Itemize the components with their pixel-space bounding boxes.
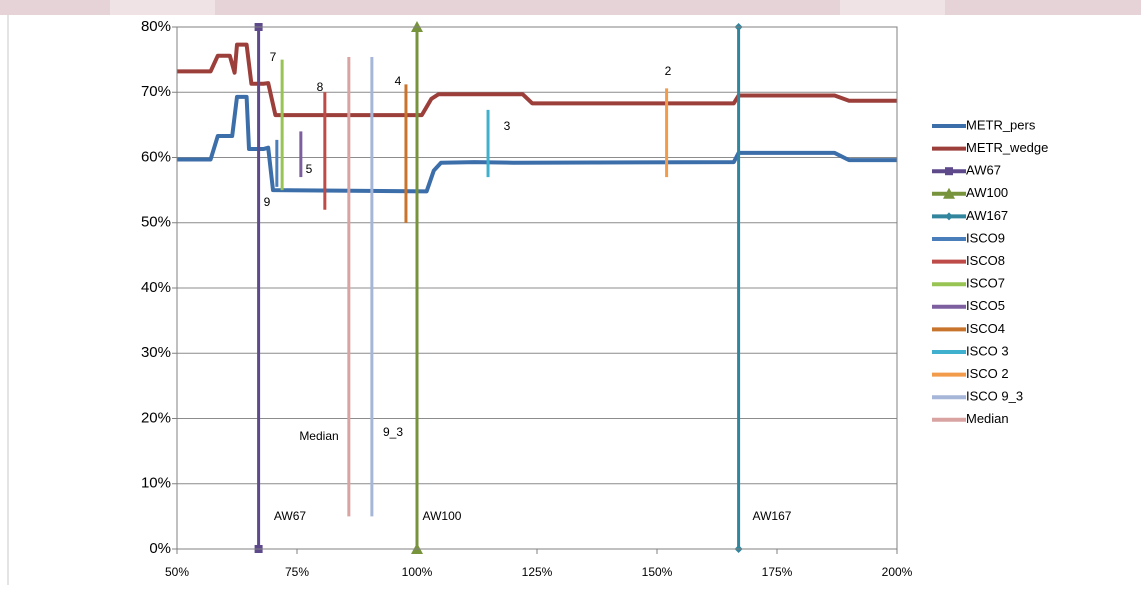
x-tick-label: 75%	[285, 565, 309, 579]
annotation: 9_3	[383, 425, 403, 439]
annotation: Median	[299, 429, 338, 443]
y-tick-label: 60%	[141, 148, 171, 165]
legend: METR_pers METR_wedge AW67 AW100 AW167 ISCO9 IS…	[932, 117, 1048, 426]
legend-label: ISCO8	[966, 253, 1005, 268]
marker	[943, 187, 955, 199]
y-tick-label: 0%	[149, 540, 171, 557]
legend-label: METR_pers	[966, 117, 1036, 132]
series-line	[177, 42, 897, 118]
y-tick-label: 40%	[141, 279, 171, 296]
y-tick-label: 20%	[141, 409, 171, 426]
y-tick-label: 30%	[141, 344, 171, 361]
legend-label: AW67	[966, 163, 1001, 178]
x-tick-label: 200%	[882, 565, 913, 579]
labels: 0% 10% 20% 30% 40% 50% 60% 70% 80% 50% 75% 100% 125%…	[141, 18, 913, 579]
annotation: 2	[665, 64, 672, 78]
legend-label: METR_wedge	[966, 140, 1048, 155]
legend-label: ISCO 2	[966, 366, 1009, 381]
marker	[945, 212, 953, 221]
annotation: 7	[270, 50, 277, 64]
legend-label: AW167	[966, 208, 1008, 223]
legend-label: Median	[966, 411, 1009, 426]
legend-label: ISCO 3	[966, 343, 1009, 358]
top-strip-tab	[840, 0, 945, 15]
x-tick-label: 125%	[522, 565, 553, 579]
annotation: 5	[306, 162, 313, 176]
x-tick-label: 50%	[165, 565, 189, 579]
annotation: 3	[504, 119, 511, 133]
series-line	[177, 94, 897, 194]
legend-label: ISCO4	[966, 321, 1005, 336]
y-tick-label: 70%	[141, 83, 171, 100]
x-tick-label: 175%	[762, 565, 793, 579]
annotation: AW167	[753, 509, 792, 523]
x-tick-label: 100%	[402, 565, 433, 579]
legend-label: AW100	[966, 185, 1008, 200]
legend-label: ISCO9	[966, 230, 1005, 245]
legend-label: ISCO 9_3	[966, 389, 1023, 404]
annotation: 4	[395, 74, 402, 88]
x-tick-label: 150%	[642, 565, 673, 579]
annotation: AW100	[423, 509, 462, 523]
legend-label: ISCO5	[966, 298, 1005, 313]
annotation: 8	[317, 80, 324, 94]
legend-label: ISCO7	[966, 276, 1005, 291]
y-tick-label: 80%	[141, 18, 171, 35]
top-strip-tab	[110, 0, 215, 15]
annotation: AW67	[274, 509, 307, 523]
plot-border	[176, 26, 898, 550]
plot-marks	[177, 21, 897, 554]
y-tick-label: 50%	[141, 214, 171, 231]
y-tick-label: 10%	[141, 475, 171, 492]
marker	[945, 167, 953, 176]
annotation: 9	[264, 195, 271, 209]
